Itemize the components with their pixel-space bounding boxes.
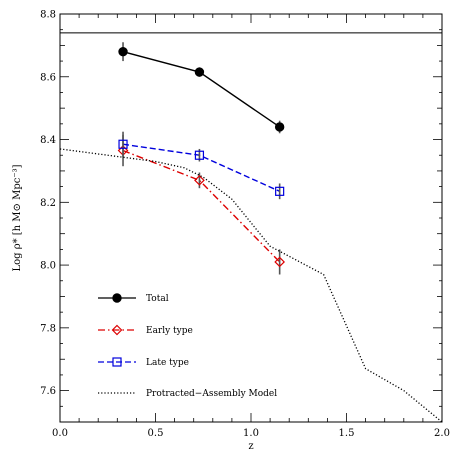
legend-marker-2	[112, 357, 122, 367]
x-tick-label: 0.0	[52, 428, 68, 439]
legend-marker-1	[111, 324, 123, 336]
y-tick-label: 8.2	[40, 198, 56, 209]
series-line-0	[122, 50, 281, 128]
y-tick-label: 8.6	[40, 72, 56, 83]
y-axis-label: Log ρ* [h M⊙ Mpc⁻³]	[12, 164, 23, 271]
series-line-1	[122, 149, 281, 263]
legend-label-0: Total	[146, 294, 169, 304]
x-tick-label: 1.5	[339, 428, 355, 439]
x-axis-label: z	[248, 441, 253, 452]
y-tick-label: 8.4	[40, 135, 56, 146]
data-point	[118, 139, 128, 149]
y-tick-label: 8.0	[40, 261, 56, 272]
data-point	[194, 67, 205, 77]
data-point	[194, 174, 205, 186]
series-line-3	[59, 148, 443, 423]
x-tick-label: 2.0	[434, 428, 450, 439]
legend-label-2: Late type	[146, 358, 189, 368]
data-point	[118, 46, 128, 57]
y-tick-label: 7.6	[40, 386, 56, 397]
x-tick-label: 0.5	[148, 428, 164, 439]
data-point	[275, 186, 285, 196]
y-tick-label: 8.8	[40, 10, 56, 21]
x-tick-label: 1.0	[243, 428, 259, 439]
legend-label-1: Early type	[146, 326, 193, 336]
legend-label-3: Protracted−Assembly Model	[146, 389, 277, 399]
plot-frame	[59, 13, 443, 423]
data-point	[274, 256, 285, 268]
data-point	[194, 150, 205, 160]
data-point	[274, 122, 285, 132]
legend-marker-0	[112, 293, 122, 303]
y-tick-label: 7.8	[40, 323, 56, 334]
